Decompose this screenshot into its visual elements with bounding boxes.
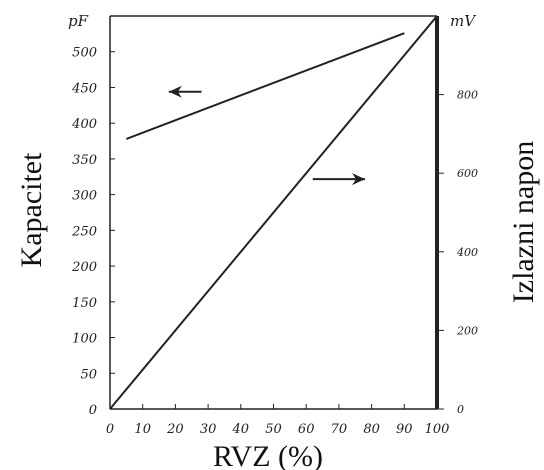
left-y-tick-label: 400 [71, 117, 97, 132]
x-tick-label: 80 [363, 422, 380, 437]
right-y-tick-label: 600 [457, 167, 478, 180]
x-tick-label: 0 [106, 422, 114, 437]
left-y-tick-label: 100 [72, 332, 97, 347]
arrow-head [168, 85, 182, 98]
right-y-tick-label: 0 [457, 403, 464, 416]
left-y-tick-label: 300 [72, 189, 97, 204]
left-unit-label: pF [68, 12, 89, 30]
x-tick-label: 40 [232, 422, 250, 437]
right-axis-title: Izlazni napon [507, 141, 540, 303]
left-y-tick-label: 450 [71, 81, 97, 96]
arrow-group [168, 85, 366, 186]
right-arrow-icon [312, 173, 366, 186]
x-tick-label: 10 [134, 422, 151, 437]
x-tick-label: 30 [200, 422, 217, 437]
left-y-tick-label: 50 [80, 367, 97, 382]
x-tick-label: 70 [331, 422, 348, 437]
left-y-tick-label: 200 [71, 260, 97, 275]
x-tick-label: 60 [298, 422, 315, 437]
x-tick-label: 50 [265, 422, 282, 437]
left-axis-title: Kapacitet [15, 152, 48, 268]
right-unit-label: mV [450, 12, 477, 30]
x-axis-title: RVZ (%) [213, 440, 323, 470]
right-y-tick-label: 200 [456, 324, 478, 337]
left-y-tick-label: 0 [89, 403, 97, 418]
x-tick-label: 90 [396, 422, 413, 437]
capacitance-line [125, 32, 405, 140]
arrow-head [352, 173, 366, 186]
right-y-ticks: 0 200 400 600 800 [437, 89, 478, 416]
series-group [109, 15, 438, 410]
x-ticks: 0 10 20 30 40 50 60 70 80 90 100 [106, 404, 450, 437]
right-y-tick-label: 800 [457, 89, 478, 102]
left-y-tick-label: 350 [72, 153, 97, 168]
left-y-tick-label: 500 [72, 46, 97, 61]
left-y-ticks: 0 50 100 150 200 250 300 350 400 450 500 [71, 46, 115, 418]
left-y-tick-label: 250 [71, 224, 97, 239]
left-y-tick-label: 150 [72, 296, 97, 311]
right-y-axis [435, 16, 439, 409]
output-voltage-line [109, 15, 438, 410]
x-tick-label: 20 [166, 422, 184, 437]
x-tick-label: 100 [425, 422, 450, 437]
left-arrow-icon [168, 85, 202, 98]
right-y-tick-label: 400 [456, 246, 478, 259]
